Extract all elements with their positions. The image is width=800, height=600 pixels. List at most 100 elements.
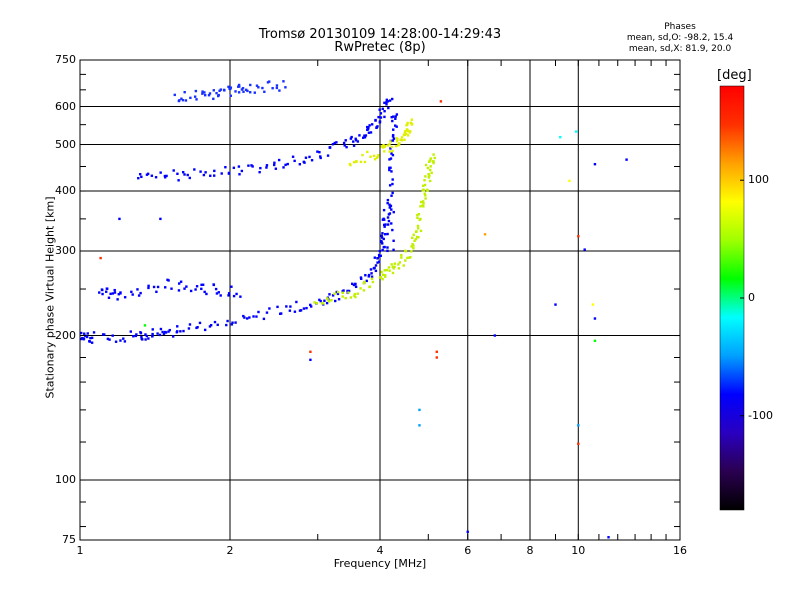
data-point <box>331 143 335 146</box>
data-point <box>439 100 443 103</box>
data-point <box>373 158 377 161</box>
data-point <box>195 98 198 101</box>
data-point <box>388 206 392 209</box>
data-point <box>144 338 147 341</box>
data-point <box>194 89 198 93</box>
data-point <box>305 306 308 310</box>
data-point <box>188 323 192 326</box>
y-tick-label: 400 <box>55 184 76 198</box>
data-point <box>391 178 394 181</box>
data-point <box>389 166 392 169</box>
data-point <box>382 143 385 147</box>
data-point <box>105 287 109 290</box>
data-point <box>419 200 423 204</box>
data-point <box>164 176 167 179</box>
data-point <box>334 299 337 303</box>
data-point <box>366 150 369 154</box>
data-point <box>272 163 276 167</box>
data-point <box>208 92 212 95</box>
data-point <box>154 176 158 179</box>
data-point <box>132 335 135 338</box>
data-point <box>376 125 379 128</box>
data-point <box>409 256 412 259</box>
data-point <box>400 136 404 139</box>
data-point <box>203 290 206 294</box>
data-point <box>568 179 571 183</box>
x-tick-label: 6 <box>464 544 472 557</box>
data-point <box>274 167 278 170</box>
data-point <box>313 301 316 304</box>
data-point <box>381 277 384 281</box>
data-point <box>111 334 114 337</box>
data-point <box>388 158 391 161</box>
data-point <box>232 294 236 298</box>
data-point <box>183 91 186 94</box>
data-point <box>257 310 260 314</box>
data-point <box>101 292 104 296</box>
data-point <box>593 317 597 320</box>
data-point <box>85 335 89 339</box>
data-point <box>388 184 392 187</box>
data-point <box>377 153 380 157</box>
data-point <box>607 536 610 539</box>
data-point <box>351 282 354 286</box>
data-point <box>239 295 242 298</box>
data-point <box>108 338 111 341</box>
data-point <box>237 165 241 168</box>
data-point <box>150 174 154 177</box>
data-point <box>593 162 597 166</box>
data-point <box>412 244 415 247</box>
data-point <box>293 159 296 163</box>
data-point <box>391 265 394 269</box>
data-point <box>381 107 384 110</box>
data-point <box>392 248 395 252</box>
data-point <box>118 217 121 221</box>
data-point <box>427 176 431 179</box>
data-point <box>123 296 127 299</box>
data-point <box>201 90 204 93</box>
data-point <box>418 424 421 427</box>
data-point <box>383 144 387 148</box>
data-point <box>195 285 199 288</box>
data-point <box>422 202 425 205</box>
data-point <box>398 261 402 264</box>
data-point <box>231 321 234 324</box>
data-point <box>577 442 580 445</box>
data-point <box>327 300 331 303</box>
data-point <box>216 323 219 327</box>
data-point <box>428 179 432 183</box>
data-point <box>423 179 426 182</box>
data-point <box>374 269 378 273</box>
data-point <box>370 123 374 126</box>
x-tick-label: 4 <box>376 544 384 557</box>
chart-subtitle: RwPretec (8p) <box>334 40 426 55</box>
data-point <box>379 254 382 257</box>
data-point <box>342 141 346 145</box>
data-point <box>255 84 259 87</box>
data-point <box>282 166 285 169</box>
data-point <box>354 137 357 140</box>
data-point <box>151 335 154 338</box>
data-point <box>380 234 383 238</box>
y-tick-label: 200 <box>55 328 76 342</box>
data-point <box>403 133 406 136</box>
data-point <box>79 337 82 341</box>
data-point <box>215 91 218 95</box>
data-point <box>271 87 274 90</box>
data-point <box>165 174 168 178</box>
data-point <box>387 106 390 110</box>
data-point <box>179 330 182 333</box>
data-point <box>391 134 395 137</box>
data-point <box>193 168 196 171</box>
data-point <box>377 253 381 257</box>
data-point <box>98 291 101 294</box>
data-point <box>310 159 314 162</box>
data-point <box>390 115 393 119</box>
data-point <box>388 203 391 206</box>
data-point <box>137 294 141 297</box>
data-point <box>372 154 376 158</box>
data-point <box>319 155 322 158</box>
data-point <box>88 340 91 343</box>
data-point <box>384 274 387 277</box>
data-point <box>426 166 430 170</box>
